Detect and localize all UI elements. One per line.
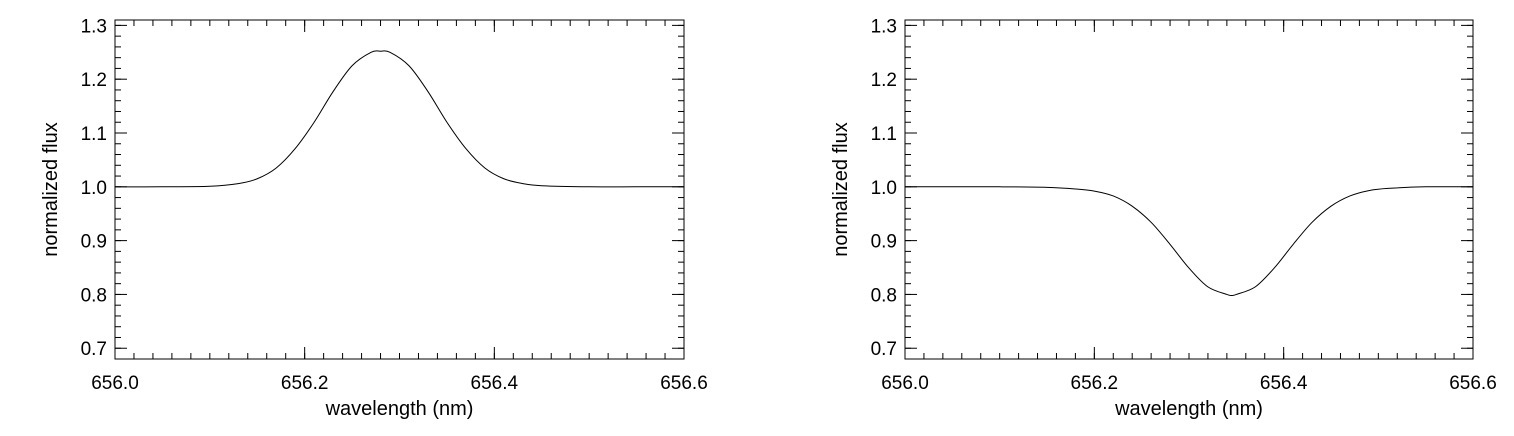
y-tick-label: 0.8 bbox=[871, 285, 897, 306]
plot-frame bbox=[114, 19, 685, 360]
y-axis-title: normalized flux bbox=[40, 122, 62, 257]
y-tick-label: 1.1 bbox=[871, 124, 897, 145]
y-tick-label: 1.1 bbox=[81, 124, 107, 145]
x-axis-title: wavelength (nm) bbox=[1114, 398, 1263, 420]
x-tick-label: 656.4 bbox=[1260, 373, 1308, 394]
x-tick-label: 656.6 bbox=[1449, 373, 1497, 394]
x-tick-label: 656.2 bbox=[1071, 373, 1119, 394]
y-tick-label: 0.9 bbox=[81, 232, 107, 253]
series-line bbox=[905, 186, 1474, 297]
plot-frame bbox=[904, 19, 1474, 360]
y-tick-label: 1.2 bbox=[81, 70, 107, 91]
chart-emission-line: 656.0 656.2 656.4 656.6 0.7 0.8 0.9 1.0 1.1 1.2 1.… bbox=[40, 16, 708, 420]
y-tick-label: 0.7 bbox=[81, 339, 107, 360]
y-tick-label: 1.0 bbox=[871, 178, 897, 199]
x-axis-title: wavelength (nm) bbox=[325, 398, 474, 420]
series-line bbox=[114, 50, 684, 188]
x-tick-label: 656.0 bbox=[881, 373, 929, 394]
chart-absorption-line: 656.0 656.2 656.4 656.6 0.7 0.8 0.9 1.0 1.1 1.2 1.… bbox=[830, 16, 1497, 420]
x-tick-label: 656.0 bbox=[91, 373, 139, 394]
y-tick-label: 0.8 bbox=[81, 285, 107, 306]
y-tick-label: 1.3 bbox=[871, 16, 897, 37]
x-tick-label: 656.2 bbox=[281, 373, 329, 394]
y-tick-label: 1.2 bbox=[871, 70, 897, 91]
x-tick-label: 656.4 bbox=[471, 373, 519, 394]
y-tick-label: 1.3 bbox=[81, 16, 107, 37]
y-tick-label: 0.9 bbox=[871, 232, 897, 253]
y-tick-label: 1.0 bbox=[81, 178, 107, 199]
y-axis-title: normalized flux bbox=[830, 122, 852, 257]
y-tick-label: 0.7 bbox=[871, 339, 897, 360]
x-tick-label: 656.6 bbox=[660, 373, 708, 394]
